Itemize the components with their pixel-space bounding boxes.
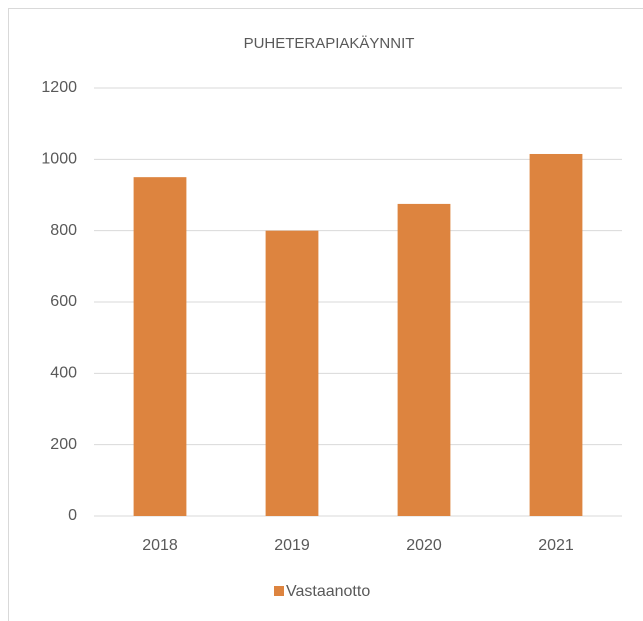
y-tick-label: 1000 (41, 151, 77, 168)
legend-swatch (274, 586, 284, 596)
y-tick-label: 1200 (41, 79, 77, 96)
bar (133, 177, 187, 516)
x-tick-label: 2021 (538, 537, 574, 554)
y-tick-label: 400 (50, 365, 77, 382)
legend-label: Vastaanotto (286, 583, 370, 600)
y-tick-label: 0 (68, 507, 77, 524)
x-tick-label: 2018 (142, 537, 178, 554)
bar (529, 153, 583, 516)
y-tick-label: 600 (50, 293, 77, 310)
y-tick-label: 800 (50, 222, 77, 239)
y-tick-label: 200 (50, 436, 77, 453)
chart-title: PUHETERAPIAKÄYNNIT (244, 35, 415, 52)
x-tick-label: 2020 (406, 537, 442, 554)
bar (265, 230, 319, 516)
bar (397, 203, 451, 516)
x-tick-label: 2019 (274, 537, 310, 554)
